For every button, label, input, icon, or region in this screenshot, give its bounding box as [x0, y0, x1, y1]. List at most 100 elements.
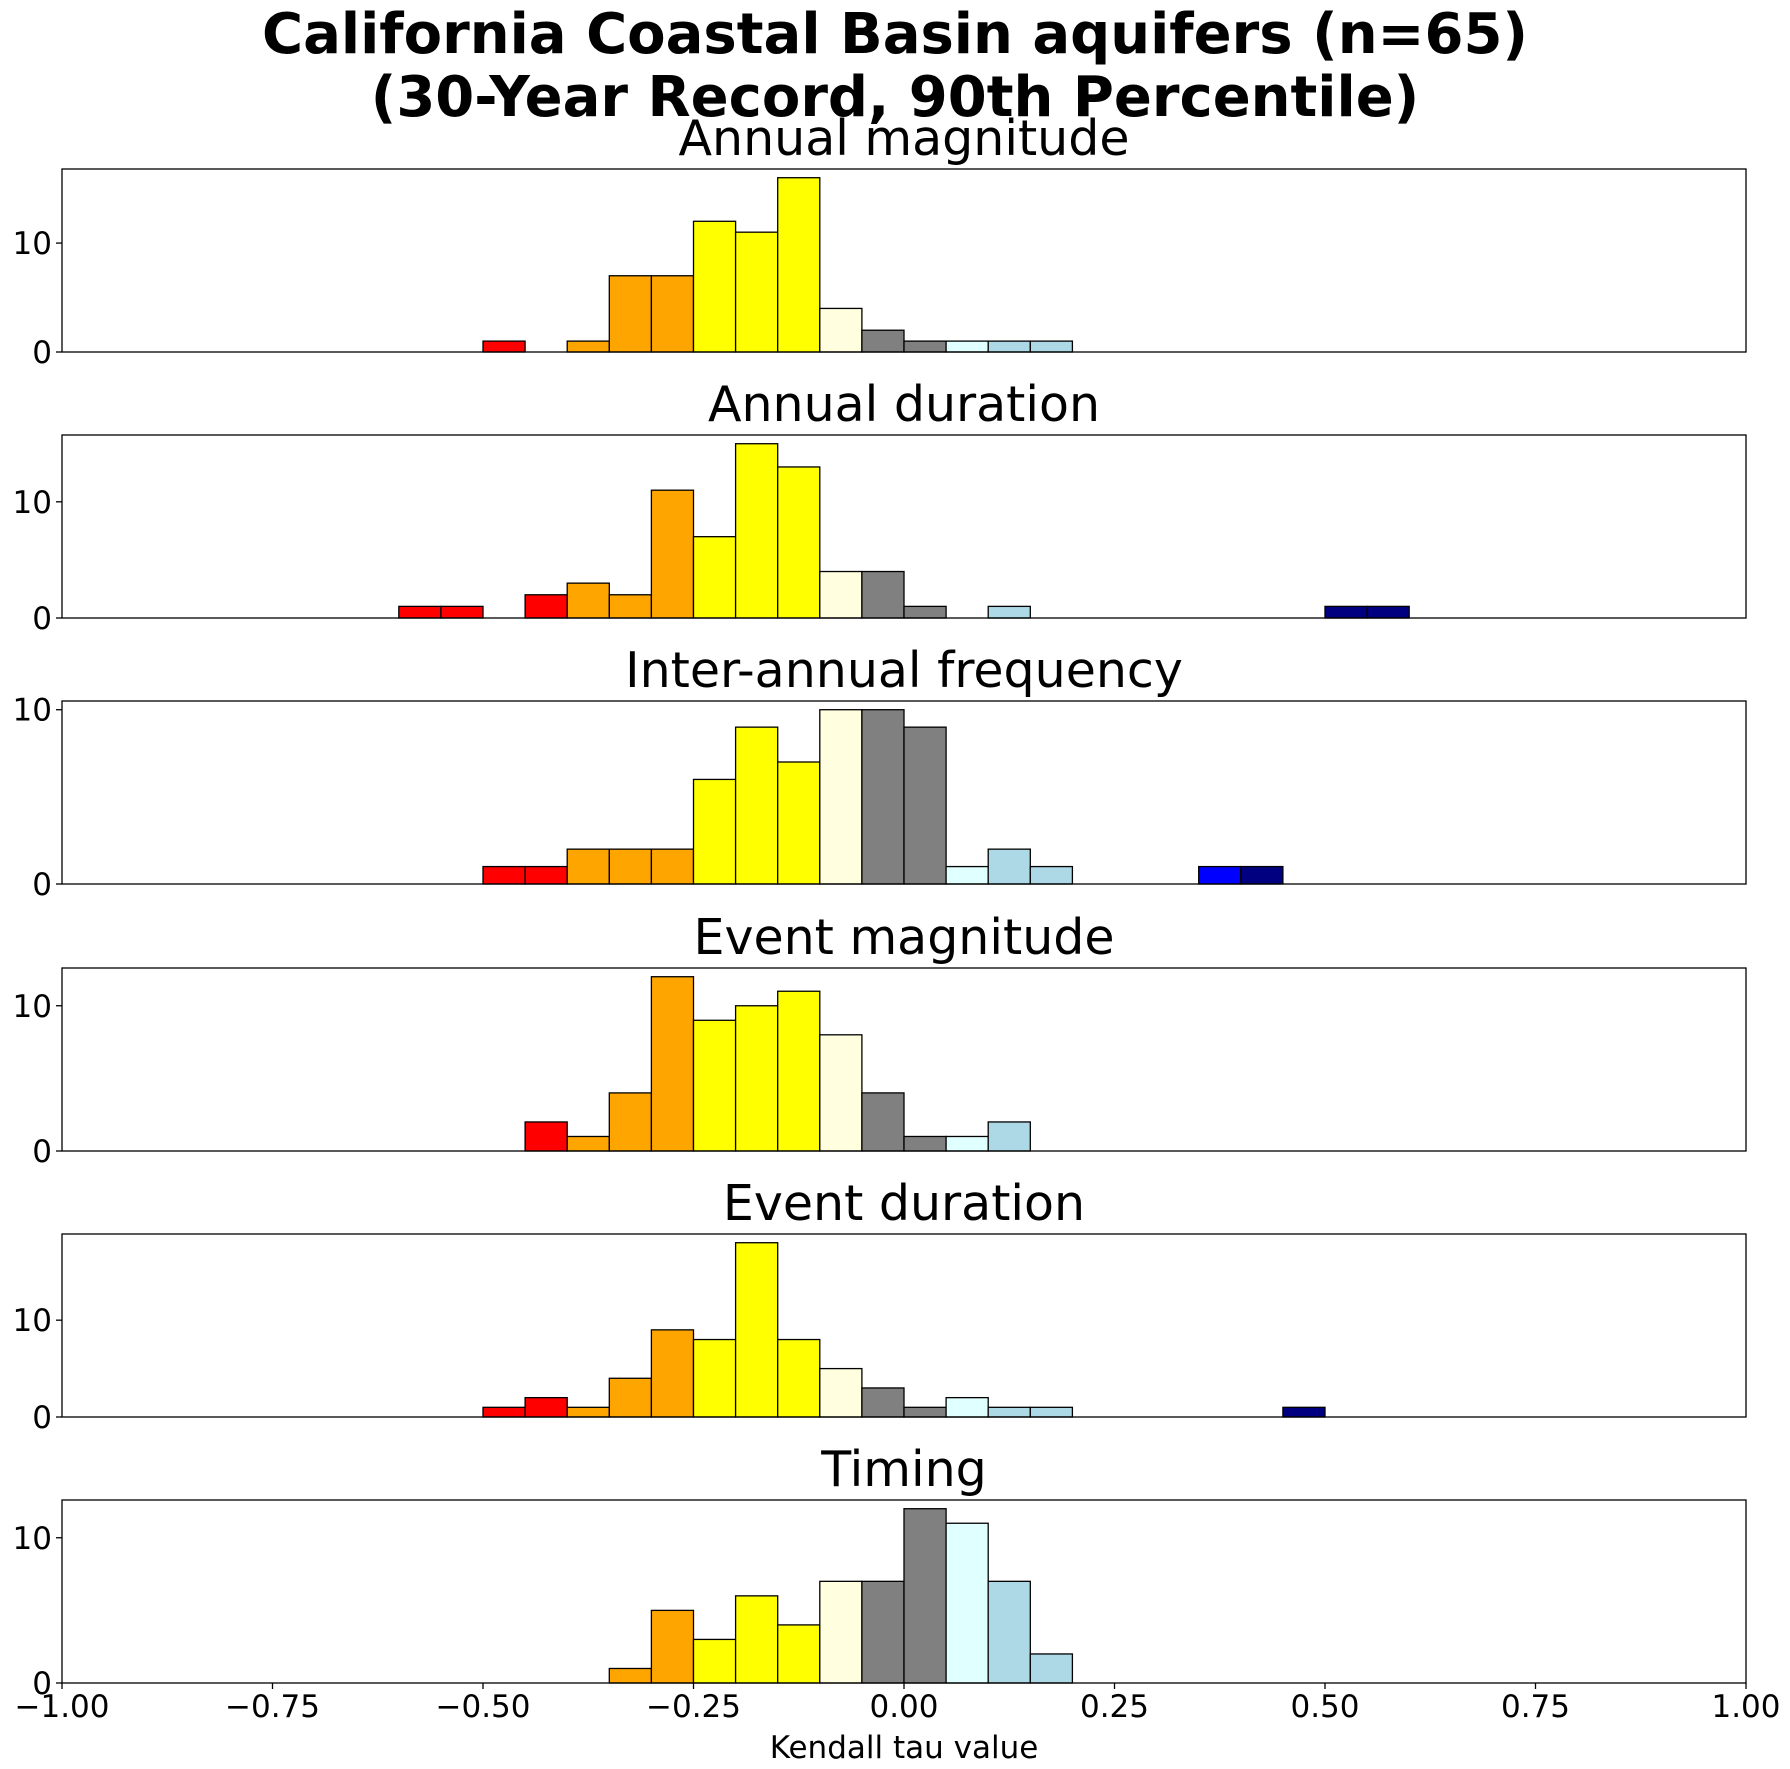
histogram-bar	[1029, 1653, 1074, 1684]
histogram-bar	[524, 594, 568, 619]
histogram-bar	[987, 1580, 1031, 1684]
plot-frame	[61, 434, 1747, 619]
histogram-bar	[734, 1005, 779, 1152]
histogram-bar	[734, 726, 779, 885]
histogram-bar	[692, 536, 737, 619]
histogram-bar	[819, 1580, 863, 1684]
panel-5: Event duration 0 10	[13, 1175, 1747, 1436]
panel-title: Annual magnitude	[679, 110, 1130, 167]
figure-title-line-1: California Coastal Basin aquifers (n=65)	[262, 2, 1528, 67]
x-tick-label: 1.00	[1711, 1689, 1780, 1725]
histogram-bar	[692, 778, 737, 885]
y-tick-label: 0	[32, 1400, 52, 1436]
histogram-bar	[1198, 865, 1242, 885]
y-tick-label: 0	[32, 867, 52, 903]
histogram-bar	[861, 1092, 905, 1152]
panel-title: Event magnitude	[694, 909, 1115, 966]
histogram-bar	[1029, 340, 1074, 353]
histogram-bar	[608, 1667, 653, 1684]
histogram-bar	[734, 443, 779, 619]
panel-6: Timing 0 10 −1.00 −0.75 −0.50 −0.25 0.00 0.25 0.5…	[13, 1441, 1781, 1725]
histogram-bar	[945, 340, 989, 353]
histogram-bar	[903, 1135, 947, 1152]
plot-frame	[61, 168, 1747, 353]
x-tick-label: −0.75	[225, 1689, 320, 1725]
histogram-bar	[987, 848, 1031, 885]
plot-frame	[61, 1233, 1747, 1418]
panel-1: Annual magnitude 0 10	[13, 110, 1747, 371]
histogram-bar	[987, 605, 1031, 619]
histogram-bar	[777, 1624, 821, 1684]
histogram-bar	[819, 709, 863, 885]
x-tick-label: 0.00	[869, 1689, 938, 1725]
histogram-bar	[861, 709, 905, 885]
panel-title: Inter-annual frequency	[625, 642, 1183, 699]
figure-title-line-2: (30-Year Record, 90th Percentile)	[371, 65, 1420, 130]
histogram-bar	[945, 1135, 989, 1152]
histogram-bar	[903, 605, 947, 619]
histogram-bar	[819, 307, 863, 353]
histogram-bar	[903, 340, 947, 353]
histogram-bar	[819, 1367, 863, 1418]
panel-title: Annual duration	[708, 376, 1100, 433]
histogram-bar	[734, 1595, 779, 1684]
x-axis-label: Kendall tau value	[770, 1730, 1039, 1766]
panel-2: Annual duration 0 10	[13, 376, 1747, 637]
y-tick-label: 0	[32, 601, 52, 637]
histogram-bar	[777, 761, 821, 885]
histogram-bar	[945, 865, 989, 885]
histogram-bar	[566, 1406, 610, 1418]
histogram-bar	[734, 1242, 779, 1418]
histogram-bar	[1029, 865, 1074, 885]
histogram-bar	[1282, 1406, 1326, 1418]
histogram-bar	[1029, 1406, 1074, 1418]
histogram-bar	[566, 340, 610, 353]
plot-frame	[61, 967, 1747, 1152]
histogram-bar	[903, 1406, 947, 1418]
plot-frame	[61, 700, 1747, 885]
x-tick-label: −1.00	[15, 1689, 110, 1725]
histogram-bar	[987, 340, 1031, 353]
histogram-bar	[903, 726, 947, 885]
histogram-bar	[987, 1406, 1031, 1418]
histogram-bar	[608, 848, 653, 885]
histogram-bar	[819, 1034, 863, 1152]
histogram-bar	[777, 990, 821, 1152]
y-tick-label: 0	[32, 1666, 52, 1702]
panel-title: Timing	[820, 1441, 987, 1498]
histogram-bar	[903, 1508, 947, 1684]
histogram-bar	[650, 275, 695, 353]
x-tick-label: 0.75	[1501, 1689, 1570, 1725]
histogram-bar	[861, 570, 905, 619]
histogram-bar	[566, 848, 610, 885]
histogram-bar	[777, 177, 821, 353]
panel-4: Event magnitude 0 10	[13, 909, 1747, 1170]
histogram-bar	[524, 865, 568, 885]
panel-3: Inter-annual frequency 0 10	[13, 642, 1747, 903]
histogram-bar	[608, 594, 653, 619]
x-tick-label: −0.25	[646, 1689, 741, 1725]
y-tick-label: 10	[13, 1521, 52, 1557]
histogram-bar	[440, 605, 484, 619]
panel-title: Event duration	[723, 1175, 1085, 1232]
y-tick-label: 10	[13, 226, 52, 262]
histogram-bar	[650, 489, 695, 619]
histogram-bar	[524, 1396, 568, 1418]
histogram-bar	[945, 1522, 989, 1684]
histogram-bar	[734, 231, 779, 353]
histogram-bar	[1240, 865, 1284, 885]
histogram-bar	[861, 329, 905, 353]
histogram-bar	[482, 340, 526, 353]
histogram-bar	[1324, 605, 1368, 619]
histogram-bar	[987, 1121, 1031, 1152]
histogram-bar	[650, 1609, 695, 1684]
histogram-bar	[566, 1135, 610, 1152]
y-tick-label: 10	[13, 485, 52, 521]
histogram-bar	[692, 1019, 737, 1152]
histogram-bar	[777, 1338, 821, 1418]
histogram-bar	[650, 848, 695, 885]
histogram-bar	[692, 1638, 737, 1684]
histogram-bar	[398, 605, 442, 619]
histogram-bar	[692, 1338, 737, 1418]
